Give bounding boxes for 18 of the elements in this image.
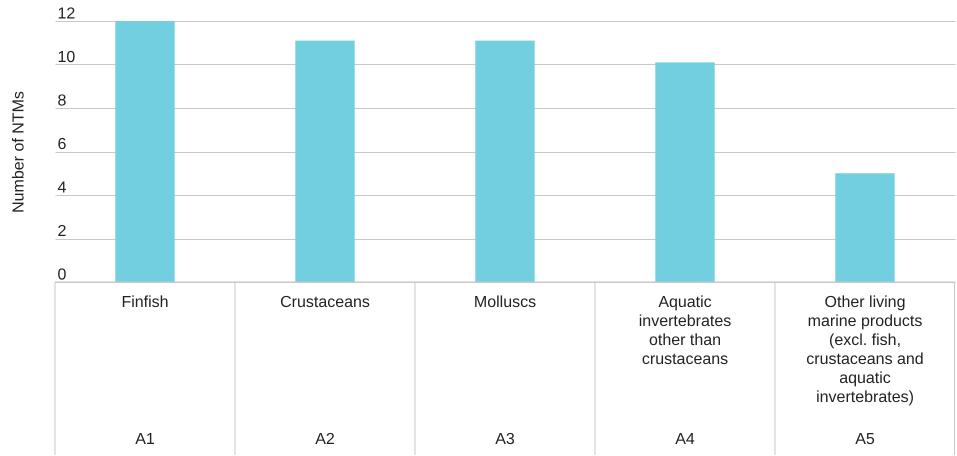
y-tick-label: 12	[58, 6, 76, 22]
x-tick-label: Molluscs	[474, 294, 536, 311]
text: A2	[315, 431, 335, 448]
text: A5	[855, 431, 875, 448]
x-tick-label: Crustaceans	[280, 294, 370, 311]
text: A4	[675, 431, 695, 448]
text: A1	[135, 431, 155, 448]
y-tick-label: 10	[58, 49, 76, 66]
y-axis-title: Number of NTMs	[10, 91, 28, 213]
y-tick-label: 4	[58, 180, 66, 196]
y-tick-label: 6	[58, 136, 66, 153]
y-tick-label: 0	[58, 266, 66, 284]
text: A3	[495, 431, 515, 448]
y-tick-label: 2	[58, 223, 66, 240]
y-tick-label: 8	[58, 92, 66, 110]
x-tick-label: Finfish	[121, 294, 169, 311]
x-tick-label: Aquatic invertebrates other than crustaceans	[638, 294, 732, 368]
x-tick-label: Other living marine products (excl. fish, crustaceans and aquatic invertebrates)	[806, 294, 924, 406]
